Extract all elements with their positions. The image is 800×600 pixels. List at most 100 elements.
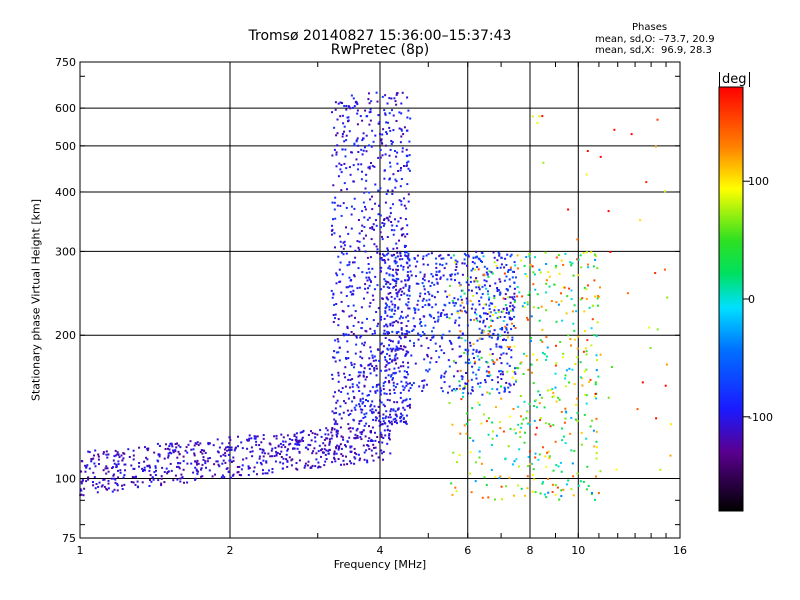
data-point [167, 454, 170, 457]
data-point [85, 480, 88, 483]
data-point [454, 389, 457, 392]
data-point [358, 420, 361, 423]
data-point [349, 245, 352, 248]
data-point [376, 284, 379, 287]
data-point [154, 466, 157, 469]
data-point [560, 259, 563, 262]
data-point [461, 262, 464, 265]
data-point [388, 434, 391, 437]
data-point [454, 259, 457, 262]
data-point [367, 267, 370, 270]
data-point [380, 226, 382, 229]
data-point [353, 366, 355, 369]
data-point [465, 422, 468, 425]
data-point [330, 428, 333, 431]
data-point [497, 381, 499, 384]
data-point [495, 264, 498, 267]
data-point [487, 293, 489, 296]
data-point [435, 273, 438, 276]
data-point [224, 454, 227, 457]
data-point [193, 452, 196, 455]
data-point [342, 411, 345, 414]
data-point [505, 381, 508, 384]
data-point [202, 449, 205, 452]
data-point [494, 282, 497, 285]
data-point [504, 304, 507, 307]
data-point [464, 339, 467, 342]
data-point [505, 327, 508, 330]
data-point [253, 466, 256, 469]
data-point [307, 434, 310, 436]
data-point [448, 402, 451, 404]
data-point [121, 484, 123, 487]
data-point [335, 153, 338, 156]
data-point [336, 444, 339, 447]
data-point [567, 479, 570, 482]
data-point [328, 440, 331, 443]
data-point [381, 253, 384, 256]
data-point [422, 384, 425, 387]
data-point [353, 397, 356, 400]
data-point [294, 443, 297, 446]
data-point [337, 374, 340, 377]
data-point [491, 379, 494, 381]
data-point [393, 280, 396, 282]
data-point [102, 478, 105, 481]
data-point [280, 433, 283, 436]
data-point [328, 443, 331, 446]
data-point [322, 451, 325, 454]
data-point [402, 286, 405, 289]
data-point [368, 305, 371, 308]
data-point [431, 275, 434, 278]
data-point [463, 351, 466, 354]
data-point [496, 290, 499, 293]
data-point [369, 108, 372, 111]
data-point [396, 273, 399, 276]
data-point [356, 384, 359, 387]
data-point [354, 316, 356, 319]
data-point [368, 165, 371, 168]
data-point [336, 132, 339, 135]
x-tick-label: 8 [527, 544, 534, 557]
data-point [369, 430, 372, 433]
data-point [498, 391, 501, 394]
data-point [545, 336, 548, 339]
data-point [560, 495, 563, 497]
data-point [122, 457, 125, 460]
data-point [464, 361, 467, 364]
data-point [448, 301, 451, 304]
data-point [358, 248, 361, 251]
data-point [538, 268, 541, 271]
data-point [333, 201, 336, 204]
data-point [360, 411, 363, 414]
data-point [427, 291, 430, 293]
data-point [513, 325, 515, 327]
data-point [371, 411, 373, 414]
data-point [333, 450, 336, 453]
data-point [343, 244, 346, 247]
data-point [460, 298, 463, 301]
data-point [527, 294, 530, 296]
data-point [350, 331, 353, 333]
data-point [390, 360, 393, 363]
data-point [524, 494, 526, 497]
data-point [541, 340, 544, 343]
data-point [524, 431, 526, 434]
data-point [462, 391, 465, 394]
data-point [351, 106, 354, 109]
data-point [513, 295, 516, 298]
data-point [334, 339, 337, 342]
data-point [354, 249, 357, 252]
data-point [509, 309, 512, 312]
data-point [193, 454, 196, 457]
data-point [154, 465, 157, 468]
data-point [79, 488, 82, 491]
data-point [112, 466, 114, 469]
data-point [475, 350, 478, 353]
data-point [493, 309, 496, 312]
data-point [290, 464, 293, 467]
data-point [586, 150, 589, 152]
data-point [394, 256, 397, 259]
data-point [509, 255, 512, 258]
data-point [396, 347, 399, 350]
